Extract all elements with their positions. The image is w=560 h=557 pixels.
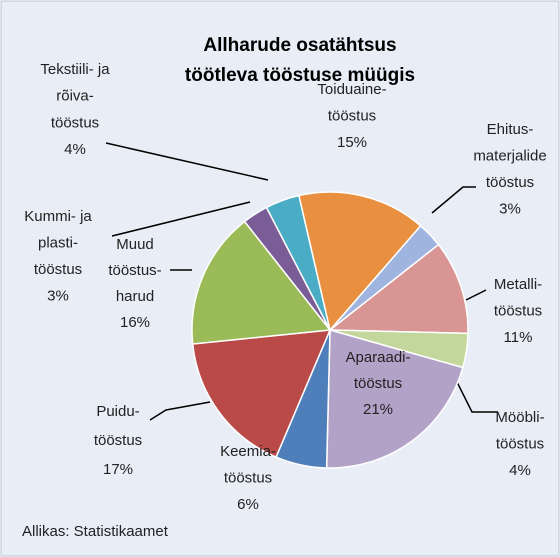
- slice-label: tööstus: [94, 432, 142, 449]
- source: Allikas: Statistikaamet: [22, 523, 169, 540]
- value-label: 3%: [499, 200, 521, 217]
- slice-label: rõiva-: [56, 88, 94, 105]
- value-label: 3%: [47, 287, 69, 304]
- slice-label: tööstus: [328, 107, 376, 124]
- slice-label: tööstus: [34, 261, 82, 278]
- slice-label: Muud: [116, 236, 154, 253]
- slice-label: Toiduaine-: [317, 81, 386, 98]
- slice-label: tööstus: [496, 435, 544, 452]
- slice-label: Kummi- ja: [24, 208, 92, 225]
- pie-slice: [325, 329, 464, 469]
- slice-label: materjalide: [473, 147, 546, 164]
- slice-label: Metalli-: [494, 276, 542, 293]
- value-label: 4%: [509, 462, 531, 479]
- slice-label: tööstus: [224, 469, 272, 486]
- chart-title: Allharude osatähtsus: [203, 35, 396, 56]
- pie-slice: [298, 191, 422, 332]
- slice-label: Keemia-: [220, 443, 276, 460]
- slice-label: tööstus: [354, 375, 402, 392]
- leader-lines: [105, 142, 498, 421]
- pie-slice: [327, 243, 469, 335]
- value-label: 11%: [504, 329, 533, 346]
- pie-slice: [191, 329, 332, 459]
- chart-title: töötleva tööstuse müügis: [185, 65, 415, 86]
- value-label: 21%: [363, 401, 393, 418]
- slice-label: Aparaadi-: [345, 349, 410, 366]
- slice-label: Puidu-: [96, 403, 139, 420]
- slice-label: Tekstiili- ja: [40, 61, 110, 78]
- value-label: 17%: [103, 461, 133, 478]
- slice-label: tööstus: [486, 174, 534, 191]
- value-label: 16%: [120, 314, 150, 331]
- slice-label: plasti-: [38, 234, 78, 251]
- value-label: 4%: [64, 141, 86, 158]
- slice-label: Mööbli-: [495, 409, 544, 426]
- slice-label: Ehitus-: [487, 121, 534, 138]
- value-label: 15%: [337, 134, 367, 151]
- slice-label: harud: [116, 288, 154, 305]
- value-label: 6%: [237, 496, 259, 513]
- slice-label: tööstus: [494, 302, 542, 319]
- slice-label: tööstus: [51, 114, 99, 131]
- slice-label: tööstus-: [108, 262, 161, 279]
- pie-slice: [191, 220, 332, 345]
